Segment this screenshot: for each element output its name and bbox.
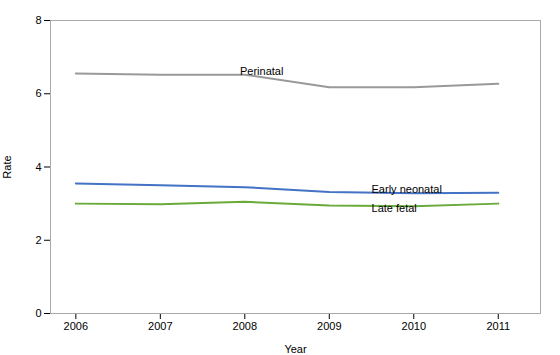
svg-text:2007: 2007: [148, 320, 172, 332]
svg-text:Rate: Rate: [1, 155, 13, 178]
svg-text:2: 2: [35, 234, 41, 246]
svg-text:Early neonatal: Early neonatal: [372, 183, 442, 195]
svg-text:2006: 2006: [64, 320, 88, 332]
svg-text:6: 6: [35, 87, 41, 99]
svg-text:Year: Year: [284, 343, 307, 355]
svg-text:Perinatal: Perinatal: [240, 65, 283, 77]
svg-text:2009: 2009: [317, 320, 341, 332]
svg-text:0: 0: [35, 307, 41, 319]
svg-text:2010: 2010: [402, 320, 426, 332]
svg-text:2008: 2008: [233, 320, 257, 332]
svg-text:2011: 2011: [486, 320, 510, 332]
svg-text:4: 4: [35, 161, 41, 173]
svg-text:Late fetal: Late fetal: [372, 202, 417, 214]
svg-text:8: 8: [35, 14, 41, 26]
